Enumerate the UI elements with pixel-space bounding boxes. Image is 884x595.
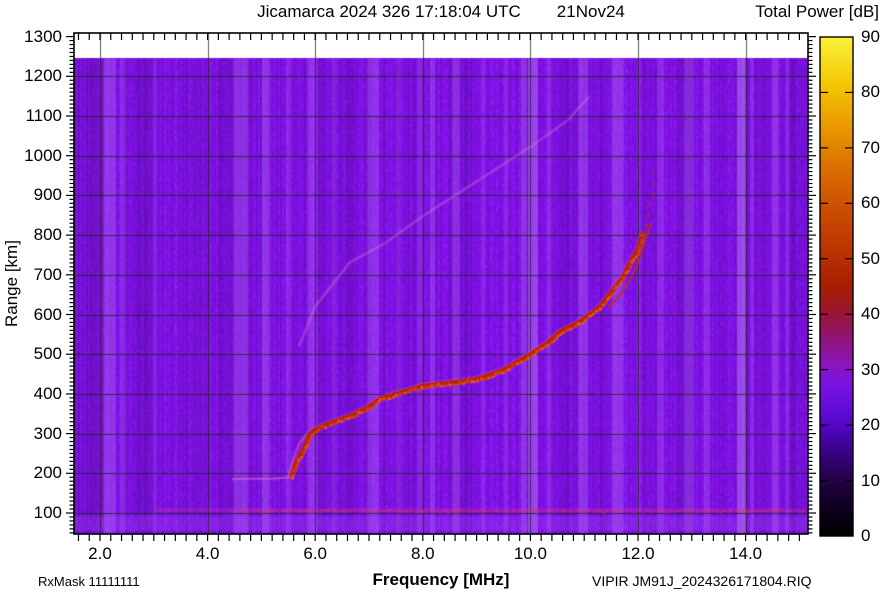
colorbar-tick-label: 90 — [861, 27, 880, 46]
title-main: Jicamarca 2024 326 17:18:04 UTC — [257, 2, 521, 21]
colorbar-tick-label: 40 — [861, 304, 880, 324]
colorbar-tick-label: 20 — [861, 415, 880, 435]
x-tick-label: 14.0 — [729, 544, 763, 563]
y-tick-label: 400 — [33, 383, 62, 403]
y-tick-label: 200 — [33, 463, 62, 483]
colorbar-title: Total Power [dB] — [755, 2, 879, 21]
y-tick-label: 600 — [33, 304, 62, 324]
colorbar-gradient — [820, 37, 853, 536]
ionogram-heatmap — [74, 33, 808, 534]
y-tick-label: 300 — [33, 423, 62, 443]
x-tick-label: 10.0 — [513, 544, 547, 563]
rxmask-label: RxMask 11111111 — [38, 574, 140, 589]
y-tick-label: 500 — [33, 344, 62, 364]
y-tick-label: 800 — [33, 225, 62, 245]
x-tick-label: 2.0 — [88, 544, 112, 563]
file-reference-label: VIPIR JM91J_2024326171804.RIQ — [592, 573, 812, 589]
y-tick-label: 1100 — [25, 106, 62, 125]
colorbar-tick-label: 10 — [861, 470, 880, 490]
x-axis-title: Frequency [MHz] — [372, 570, 510, 589]
colorbar-tick-label: 70 — [861, 137, 880, 157]
colorbar-tick-label: 60 — [861, 193, 880, 213]
title-date: 21Nov24 — [556, 2, 625, 21]
y-tick-label: 900 — [33, 185, 62, 205]
y-tick-label: 100 — [33, 503, 62, 522]
y-tick-label: 1300 — [24, 26, 62, 46]
x-tick-label: 6.0 — [303, 544, 327, 563]
y-tick-label: 1000 — [24, 145, 62, 165]
y-tick-label: 700 — [33, 264, 62, 284]
x-tick-label: 12.0 — [621, 544, 655, 563]
x-tick-label: 8.0 — [410, 544, 435, 563]
x-tick-label: 4.0 — [195, 544, 220, 563]
y-tick-label: 1200 — [24, 66, 62, 86]
colorbar-tick-label: 50 — [861, 248, 880, 268]
colorbar-tick-label: 0 — [861, 526, 871, 545]
figure-title: Jicamarca 2024 326 17:18:04 UTC 21Nov24 — [74, 2, 808, 22]
colorbar-tick-label: 30 — [861, 359, 880, 379]
colorbar-tick-label: 80 — [861, 82, 880, 102]
